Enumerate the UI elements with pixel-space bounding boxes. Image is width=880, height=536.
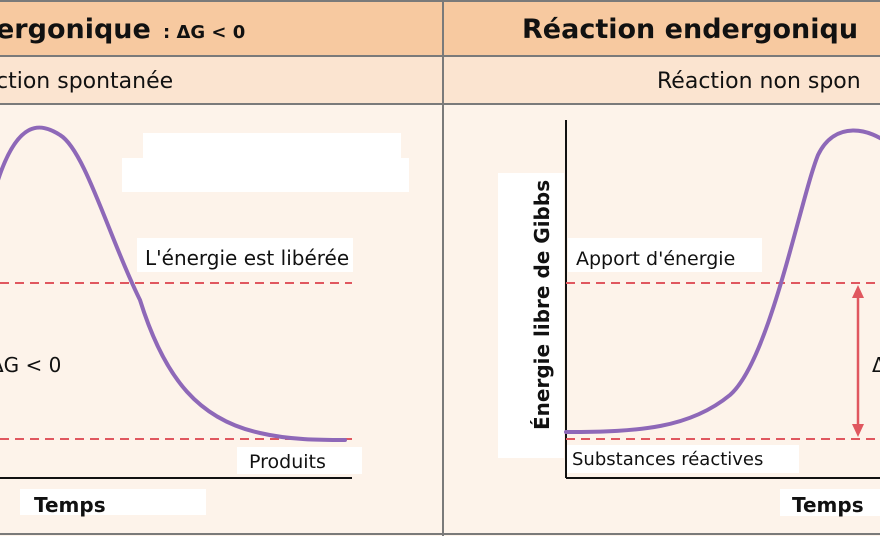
left-time-label-bg: [20, 489, 206, 515]
right-reactants-label-bg: [567, 445, 799, 473]
left-delta-label: ΔG < 0: [0, 353, 61, 377]
left-header-title: ergonique: [0, 14, 151, 45]
double-headed-arrow-icon: [852, 285, 864, 437]
right-delta-label: Δ: [872, 353, 880, 377]
right-header-title: Réaction endergoniqu: [522, 14, 858, 45]
header-band: [0, 0, 880, 56]
right-subtitle: Réaction non spon: [657, 69, 861, 94]
left-subtitle: ction spontanée: [0, 69, 173, 94]
left-energy-label-bg: [137, 238, 353, 272]
right-y-label-bg: [498, 173, 564, 458]
right-y-axis-label: Énergie libre de Gibbs: [530, 180, 554, 430]
left-energy-curve: [0, 125, 347, 442]
right-energy-label: Apport d'énergie: [576, 248, 735, 270]
left-products-label: Produits: [249, 451, 326, 473]
right-x-axis-label: Temps: [792, 493, 864, 517]
left-header-formula: : ΔG < 0: [163, 22, 245, 43]
right-reactants-label: Substances réactives: [572, 449, 763, 470]
right-energy-curve: [564, 128, 880, 434]
left-x-axis-label: Temps: [34, 493, 106, 517]
left-blank-label-2: [122, 158, 409, 192]
subtitle-band: [0, 56, 880, 104]
right-energy-label-bg: [568, 238, 762, 272]
left-products-label-bg: [237, 447, 362, 474]
right-time-label-bg: [780, 489, 880, 516]
left-energy-label: L'énergie est libérée: [145, 246, 349, 270]
